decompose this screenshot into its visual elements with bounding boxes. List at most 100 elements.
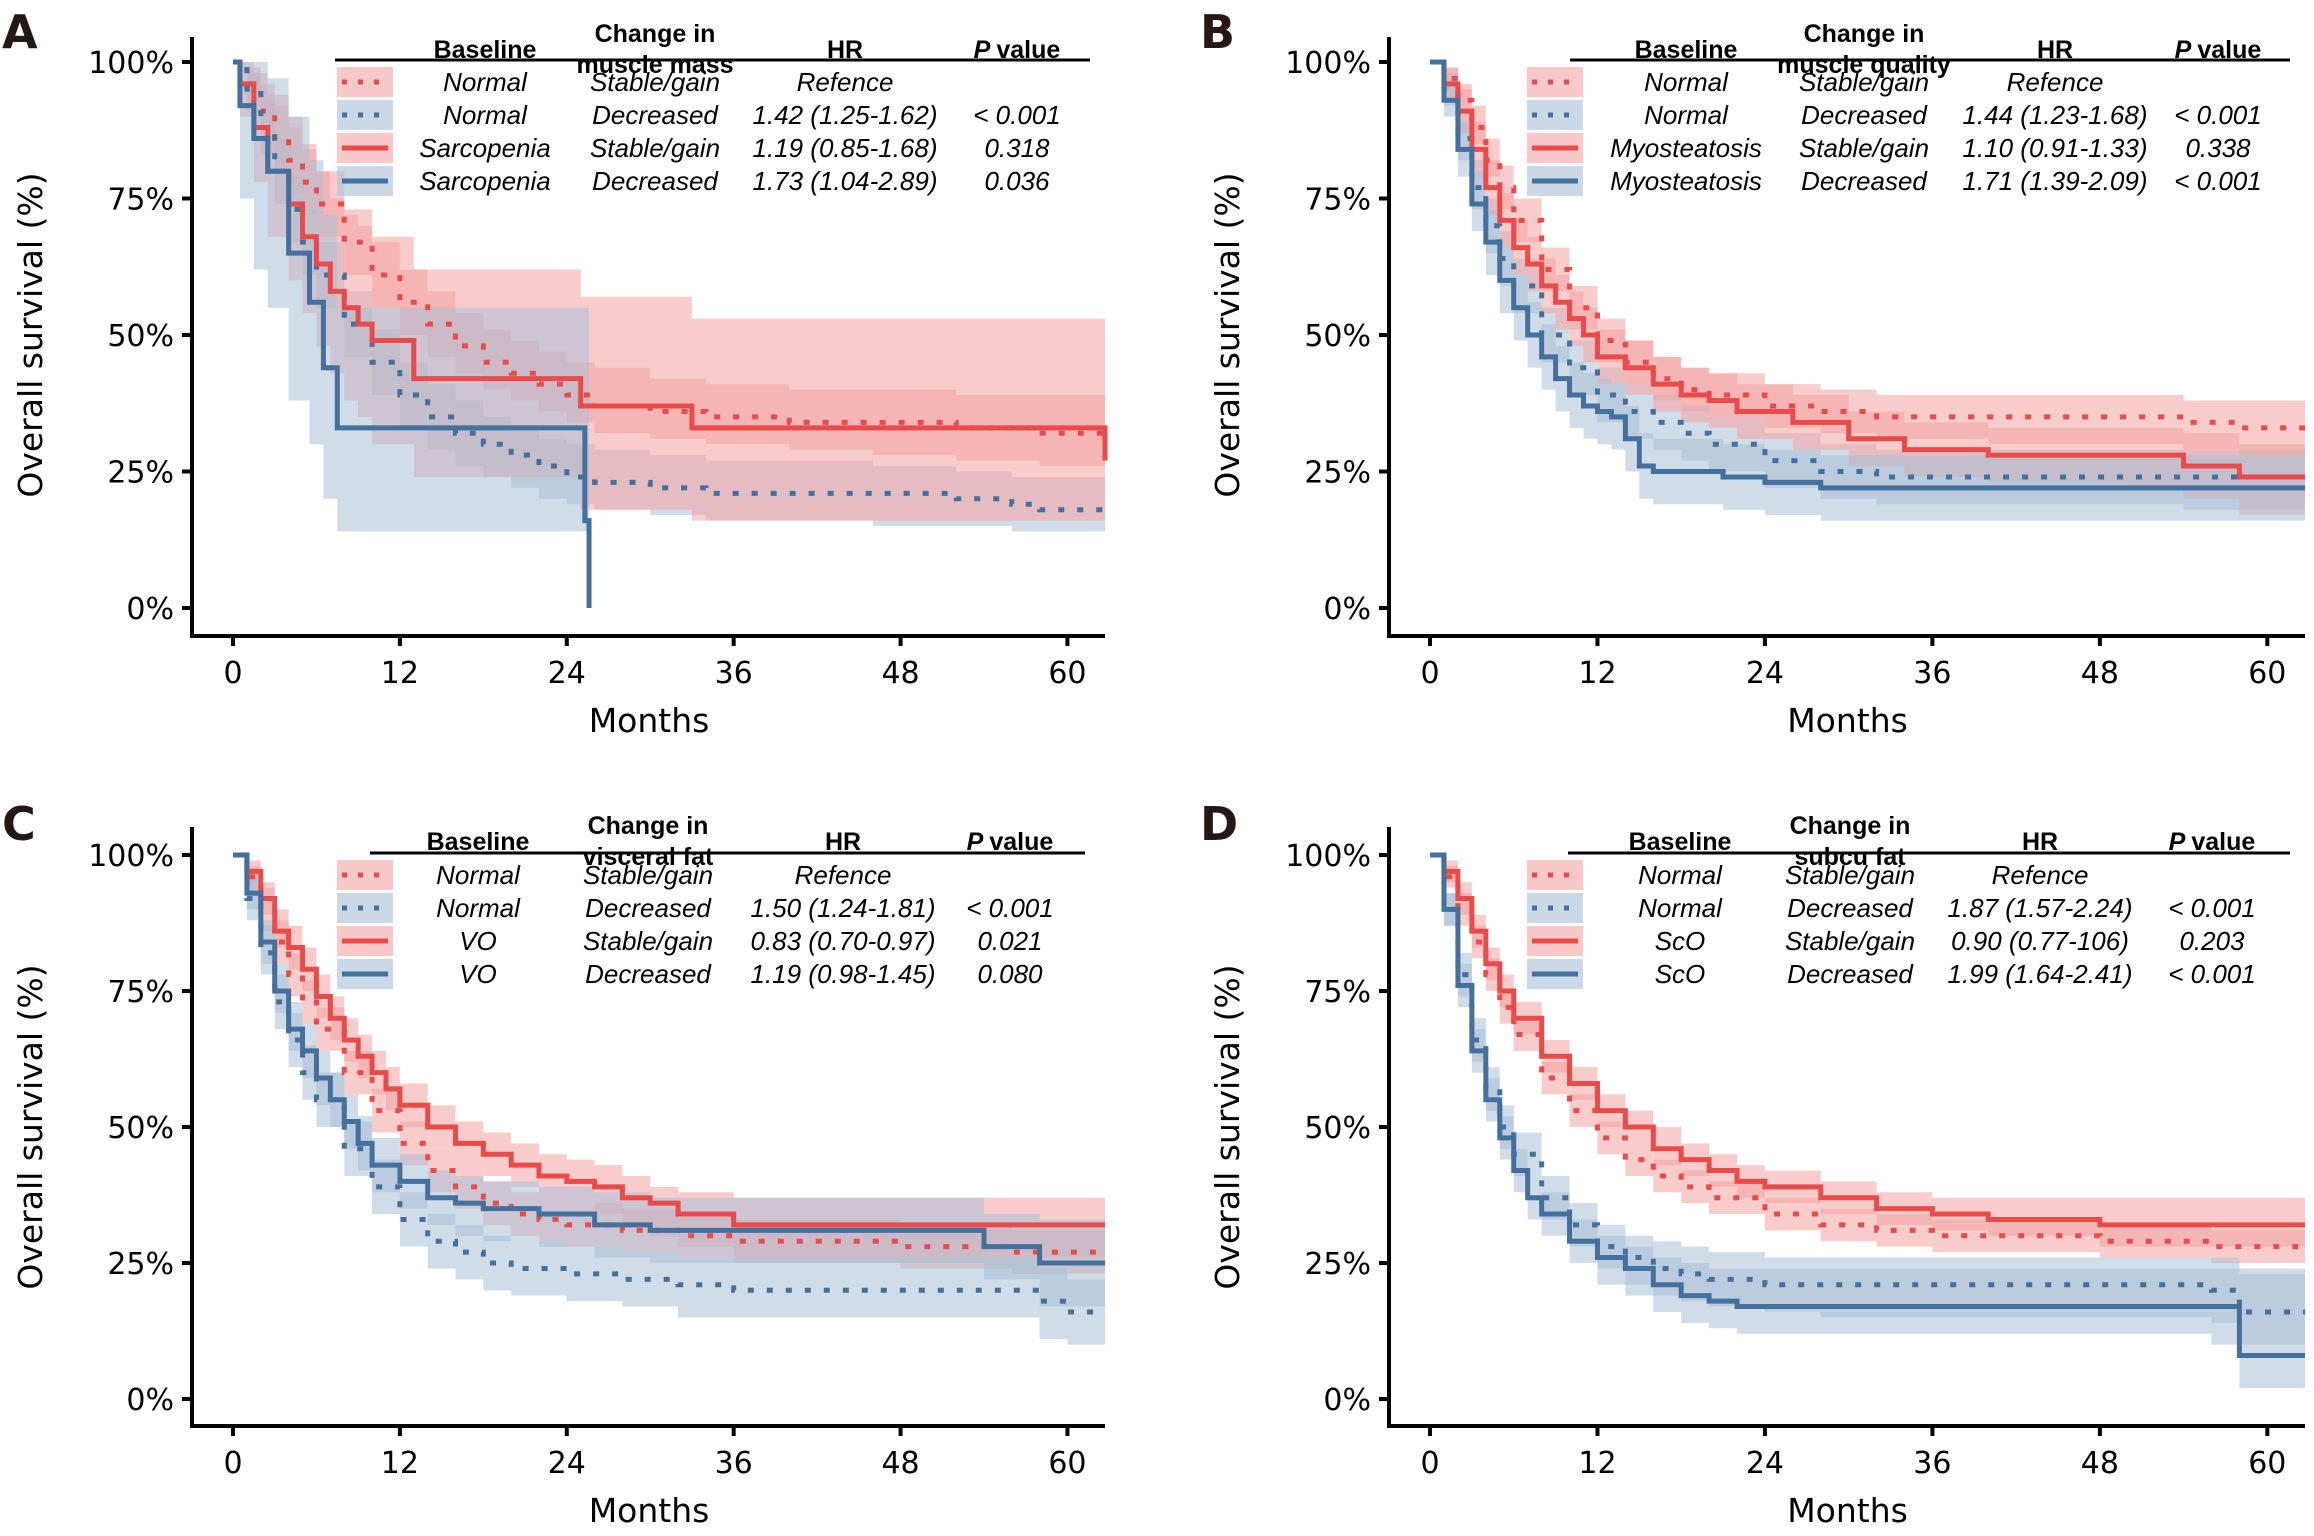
cell-hr: 1.42 (1.25-1.62) <box>752 100 937 130</box>
cell-baseline: Normal <box>1644 100 1729 130</box>
cell-hr: Refence <box>1992 860 2089 890</box>
survival-curve-2 <box>1430 852 2305 1315</box>
x-tick-label: 0 <box>223 656 242 691</box>
ci-band-4 <box>1430 855 2305 1389</box>
x-tick-label: 12 <box>381 656 419 691</box>
x-tick-label: 36 <box>1913 656 1951 691</box>
x-tick-label: 48 <box>2081 656 2119 691</box>
x-tick-label: 60 <box>2248 1446 2286 1481</box>
p-italic: P <box>967 828 990 856</box>
x-tick-label: 24 <box>1746 1446 1784 1481</box>
y-tick-label: 75% <box>1304 975 1371 1010</box>
header-change-line1: Change in <box>595 20 716 48</box>
panel-label: C <box>2 797 36 851</box>
y-tick-label: 50% <box>107 1111 174 1146</box>
axes: 0% 25% 50% 75% 100% 0 12 24 36 48 60 Months Overall … <box>1208 827 2305 1530</box>
y-tick-label: 25% <box>107 456 174 491</box>
ci-band-4 <box>233 62 590 532</box>
y-tick-label: 100% <box>88 46 174 81</box>
legend-row: ScO Decreased 1.99 (1.64-2.41) < 0.001 <box>1527 959 2256 989</box>
survival-curve-4 <box>233 852 1105 1266</box>
cell-baseline: Myosteatosis <box>1610 133 1762 163</box>
legend-row: Normal Decreased 1.50 (1.24-1.81) < 0.001 <box>337 893 1054 923</box>
x-axis-title: Months <box>1787 1491 1908 1530</box>
header-change-line2: visceral fat <box>583 843 714 871</box>
y-tick-label: 50% <box>1304 1111 1371 1146</box>
panel-label: B <box>1200 5 1235 59</box>
panel-b: B 0% 25% 50% 75% 100% 0 12 24 36 48 60 Months Overall… <box>1200 5 2305 740</box>
survival-curve-1 <box>1430 852 2305 1250</box>
y-tick-label: 0% <box>126 592 174 627</box>
cell-baseline: Normal <box>436 893 521 923</box>
x-tick-label: 48 <box>881 656 919 691</box>
cell-p-value: 0.021 <box>977 926 1042 956</box>
cell-baseline: Sarcopenia <box>419 133 551 163</box>
cell-change: Decreased <box>1787 959 1914 989</box>
confidence-bands <box>1430 855 2305 1389</box>
cell-baseline: Normal <box>443 67 528 97</box>
cell-change: Stable/gain <box>583 926 713 956</box>
cell-baseline: Normal <box>436 860 521 890</box>
confidence-bands <box>1430 62 2305 521</box>
y-tick-label: 0% <box>1323 1383 1371 1418</box>
survival-curve-3 <box>1430 59 2305 480</box>
cell-baseline: Normal <box>1644 67 1729 97</box>
x-tick-label: 48 <box>881 1446 919 1481</box>
cell-hr: 1.71 (1.39-2.09) <box>1962 166 2147 196</box>
ci-band-1 <box>1430 855 2305 1263</box>
x-tick-label: 60 <box>1048 656 1086 691</box>
legend-row: Sarcopenia Stable/gain 1.19 (0.85-1.68) 0.3… <box>337 133 1050 163</box>
legend-row: Myosteatosis Decreased 1.71 (1.39-2.09) < 0… <box>1527 166 2262 196</box>
axes: 0% 25% 50% 75% 100% 0 12 24 36 48 60 Months Overall … <box>11 827 1105 1530</box>
cell-hr: 1.87 (1.57-2.24) <box>1947 893 2132 923</box>
y-tick-label: 75% <box>1304 183 1371 218</box>
y-tick-label: 100% <box>1285 839 1371 874</box>
legend-row: Normal Decreased 1.44 (1.23-1.68) < 0.001 <box>1527 100 2262 130</box>
y-tick-label: 25% <box>1304 456 1371 491</box>
cell-change: Stable/gain <box>590 67 720 97</box>
cell-change: Stable/gain <box>1799 133 1929 163</box>
x-tick-label: 60 <box>2248 656 2286 691</box>
axes: 0% 25% 50% 75% 100% 0 12 24 36 48 60 Months Overall … <box>1208 37 2305 740</box>
legend-row: Normal Stable/gain Refence <box>337 67 893 97</box>
x-tick-label: 48 <box>2081 1446 2119 1481</box>
cell-hr: 0.90 (0.77-106) <box>1951 926 2129 956</box>
cell-baseline: Sarcopenia <box>419 166 551 196</box>
survival-curve-3 <box>1430 852 2305 1228</box>
survival-curves <box>233 59 1108 608</box>
cell-baseline: ScO <box>1655 959 1706 989</box>
header-hr: HR <box>2022 828 2058 856</box>
survival-curve-4 <box>233 59 592 608</box>
x-tick-label: 60 <box>1048 1446 1086 1481</box>
x-axis-title: Months <box>589 701 710 740</box>
panel-label: A <box>2 5 38 59</box>
cell-change: Stable/gain <box>1799 67 1929 97</box>
survival-curve-3 <box>233 59 1108 461</box>
legend-row: Normal Stable/gain Refence <box>1527 67 2103 97</box>
legend-row: Normal Decreased 1.87 (1.57-2.24) < 0.001 <box>1527 893 2256 923</box>
header-change-line2: muscle quality <box>1777 51 1951 79</box>
cell-change: Decreased <box>1801 166 1928 196</box>
y-tick-label: 75% <box>107 975 174 1010</box>
cell-hr: Refence <box>797 67 894 97</box>
x-tick-label: 36 <box>715 656 753 691</box>
header-baseline: Baseline <box>1629 828 1732 856</box>
legend-row: Sarcopenia Decreased 1.73 (1.04-2.89) 0.036 <box>337 166 1050 196</box>
survival-curve-3 <box>233 852 1105 1228</box>
panel-c: C 0% 25% 50% 75% 100% 0 12 24 36 48 60 Months Overall… <box>2 797 1105 1530</box>
header-p-value: P value <box>967 828 1054 856</box>
ci-band-4 <box>233 855 1105 1307</box>
cell-hr: 1.44 (1.23-1.68) <box>1962 100 2147 130</box>
legend-row: Normal Decreased 1.42 (1.25-1.62) < 0.001 <box>337 100 1061 130</box>
cell-p-value: 0.318 <box>984 133 1050 163</box>
legend-table: Baseline Change in visceral fat HR P value No… <box>337 812 1085 989</box>
survival-curves <box>1430 852 2305 1358</box>
survival-curves <box>1430 59 2305 491</box>
cell-change: Stable/gain <box>590 133 720 163</box>
legend-row: Normal Stable/gain Refence <box>337 860 891 890</box>
cell-p-value: 0.080 <box>977 959 1043 989</box>
cell-change: Stable/gain <box>1785 926 1915 956</box>
